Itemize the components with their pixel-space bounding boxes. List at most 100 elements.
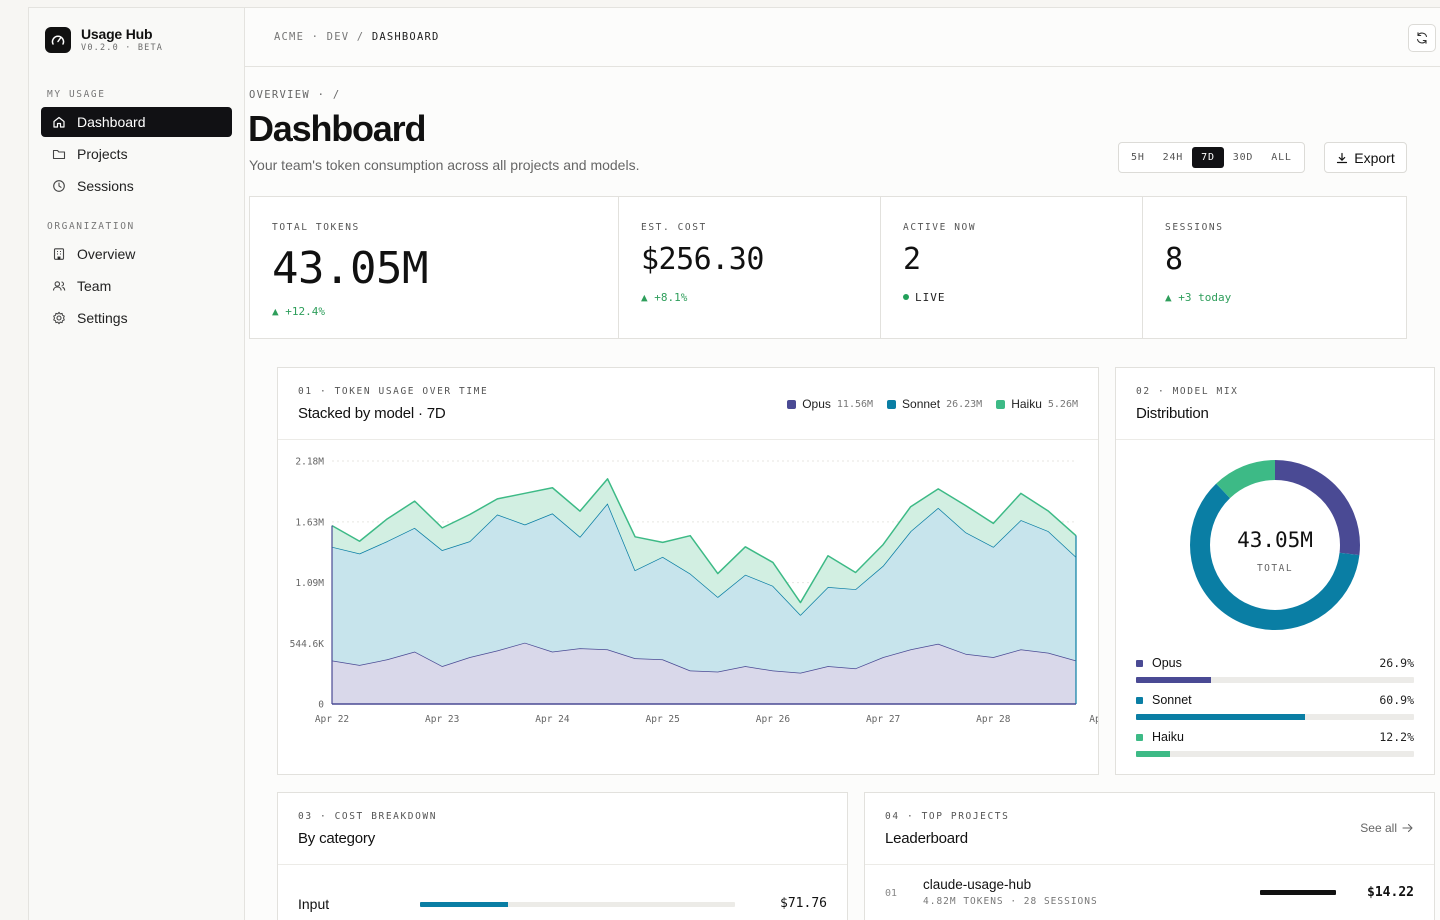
live-dot-icon <box>903 294 909 300</box>
refresh-icon <box>1416 32 1428 44</box>
x-tick-label: Apr 22 <box>315 714 349 725</box>
export-label: Export <box>1354 149 1395 166</box>
donut-slice-sonnet[interactable] <box>1190 460 1360 630</box>
legend-name: Opus <box>802 397 831 411</box>
mix-row-sonnet: Sonnet 60.9% <box>1136 693 1414 720</box>
list-item[interactable]: 01 claude-usage-hub 4.82M TOKENS · 28 SE… <box>885 877 1414 917</box>
see-all-label: See all <box>1360 821 1397 835</box>
clock-icon <box>52 179 66 193</box>
status-badge: LIVE <box>903 291 946 304</box>
model-mix-card: 02 · MODEL MIX Distribution 43.05M TOTAL … <box>1115 367 1435 775</box>
legend-item-opus[interactable]: Opus 11.56M <box>787 397 873 411</box>
donut-slice-haiku[interactable] <box>1190 460 1360 630</box>
mix-name: Sonnet <box>1152 693 1192 707</box>
sidebar-item-dashboard[interactable]: Dashboard <box>41 107 232 137</box>
sidebar-item-label: Team <box>77 278 112 294</box>
nav-section-organization: ORGANIZATION <box>47 221 135 232</box>
x-tick-label: Apr 27 <box>866 714 900 725</box>
area-haiku[interactable] <box>332 478 1076 615</box>
range-24h[interactable]: 24H <box>1162 152 1184 163</box>
breadcrumb-env[interactable]: DEV <box>326 31 350 43</box>
donut-center-label: TOTAL <box>1257 563 1293 574</box>
sidebar-item-settings[interactable]: Settings <box>41 303 232 333</box>
sidebar-item-team[interactable]: Team <box>41 271 232 301</box>
breadcrumb-separator: / <box>356 31 372 43</box>
card-kicker: 02 · MODEL MIX <box>1136 386 1239 397</box>
mix-row-haiku: Haiku 12.2% <box>1136 730 1414 757</box>
sidebar-item-sessions[interactable]: Sessions <box>41 171 232 201</box>
x-tick-label: Apr 24 <box>535 714 570 725</box>
sidebar-item-label: Overview <box>77 246 136 262</box>
nav-section-my-usage: MY USAGE <box>47 89 106 100</box>
mix-bar <box>1136 714 1414 720</box>
range-7d[interactable]: 7D <box>1192 147 1224 168</box>
card-title: Leaderboard <box>885 830 968 847</box>
breadcrumb: ACME · DEV / DASHBOARD <box>274 31 440 43</box>
chart-legend: Opus 11.56M Sonnet 26.23M Haiku 5.26M <box>773 397 1078 411</box>
stats-row: TOTAL TOKENS 43.05M ▲ +12.4% EST. COST $… <box>249 196 1407 339</box>
card-title: Distribution <box>1136 405 1209 422</box>
breadcrumb-org[interactable]: ACME <box>274 31 305 43</box>
stat-sessions: SESSIONS 8 ▲ +3 today <box>1143 197 1406 338</box>
breadcrumb-current: DASHBOARD <box>371 31 440 43</box>
breadcrumb-separator: · <box>311 31 327 43</box>
x-tick-label: Apr 28 <box>976 714 1011 725</box>
legend-item-haiku[interactable]: Haiku 5.26M <box>996 397 1078 411</box>
mix-pct: 26.9% <box>1379 656 1414 670</box>
stat-label: ACTIVE NOW <box>903 222 977 233</box>
legend-swatch <box>1136 659 1143 667</box>
sidebar-item-label: Sessions <box>77 178 134 194</box>
building-icon <box>52 247 66 261</box>
legend-item-sonnet[interactable]: Sonnet 26.23M <box>887 397 982 411</box>
series-line-haiku <box>331 478 1077 604</box>
card-kicker: 01 · TOKEN USAGE OVER TIME <box>298 386 489 397</box>
sidebar-item-label: Settings <box>77 310 128 326</box>
card-kicker: 04 · TOP PROJECTS <box>885 811 1010 822</box>
cost-amount: $71.76 <box>780 896 827 911</box>
sidebar-item-overview[interactable]: Overview <box>41 239 232 269</box>
model-mix-donut[interactable]: 43.05M TOTAL <box>1116 441 1434 641</box>
legend-swatch <box>1136 696 1143 704</box>
home-icon <box>52 115 66 129</box>
stat-value: 43.05M <box>272 243 428 294</box>
stat-label: TOTAL TOKENS <box>272 222 360 233</box>
users-icon <box>52 279 66 293</box>
card-title: Stacked by model · 7D <box>298 405 446 422</box>
card-kicker: 03 · COST BREAKDOWN <box>298 811 438 822</box>
see-all-link[interactable]: See all <box>1360 821 1414 835</box>
project-name: claude-usage-hub <box>923 877 1032 892</box>
x-tick-label: Apr 2 <box>1089 714 1098 725</box>
legend-name: Haiku <box>1011 397 1042 411</box>
refresh-button[interactable] <box>1408 24 1436 52</box>
mix-pct: 12.2% <box>1379 730 1414 744</box>
project-amount: $14.22 <box>1367 885 1414 900</box>
project-rank: 01 <box>885 888 898 899</box>
legend-value: 5.26M <box>1047 398 1078 410</box>
area-opus[interactable] <box>332 642 1076 704</box>
usage-chart-card: 01 · TOKEN USAGE OVER TIME Stacked by mo… <box>277 367 1099 775</box>
sidebar-item-label: Dashboard <box>77 114 146 130</box>
export-button[interactable]: Export <box>1324 142 1407 173</box>
donut-center-value: 43.05M <box>1237 528 1313 552</box>
mix-name: Opus <box>1152 656 1182 670</box>
top-projects-card: 04 · TOP PROJECTS Leaderboard See all 01… <box>864 792 1435 920</box>
range-30d[interactable]: 30D <box>1232 152 1254 163</box>
sidebar-item-projects[interactable]: Projects <box>41 139 232 169</box>
mix-bar <box>1136 751 1414 757</box>
mix-row-opus: Opus 26.9% <box>1136 656 1414 683</box>
page-subtitle: Your team's token consumption across all… <box>249 157 640 173</box>
project-meta: 4.82M TOKENS · 28 SESSIONS <box>923 896 1098 907</box>
stat-value: $256.30 <box>641 242 764 277</box>
range-all[interactable]: ALL <box>1271 152 1292 163</box>
arrow-right-icon <box>1402 823 1413 833</box>
area-sonnet[interactable] <box>332 503 1076 673</box>
x-tick-label: Apr 25 <box>646 714 680 725</box>
legend-name: Sonnet <box>902 397 941 411</box>
sidebar: Usage Hub V0.2.0 · BETA MY USAGE Dashboa… <box>29 8 245 920</box>
range-5h[interactable]: 5H <box>1131 152 1145 163</box>
cost-row-input: Input $71.76 <box>298 895 827 915</box>
app-version: V0.2.0 · BETA <box>81 43 164 53</box>
gear-icon <box>52 311 66 325</box>
brand[interactable]: Usage Hub V0.2.0 · BETA <box>45 26 163 53</box>
token-usage-chart[interactable]: 2.18M 1.63M 1.09M 544.6K 0 Apr 22 Apr 23 Apr 24… <box>278 441 1098 775</box>
